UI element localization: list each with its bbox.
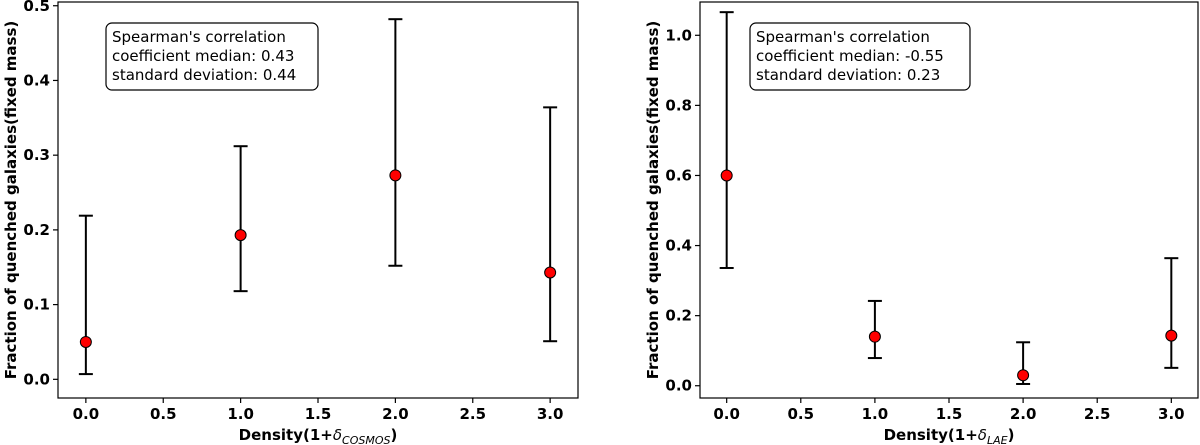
y-tick-label: 0.5 bbox=[23, 0, 50, 15]
y-tick-label: 0.6 bbox=[665, 166, 692, 184]
x-tick-label: 2.0 bbox=[1010, 405, 1037, 423]
error-bar bbox=[719, 11, 734, 269]
x-axis-label-suffix: ) bbox=[1008, 426, 1015, 444]
data-point bbox=[720, 169, 733, 182]
data-point bbox=[79, 335, 92, 348]
error-bar bbox=[543, 106, 558, 343]
x-axis-label-suffix: ) bbox=[390, 426, 397, 444]
data-point bbox=[389, 169, 402, 182]
data-point bbox=[234, 229, 247, 242]
error-bar bbox=[1164, 257, 1179, 369]
x-axis-label: Density(1+δLAE) bbox=[884, 426, 1015, 445]
y-tick-label: 1.0 bbox=[665, 26, 692, 44]
x-tick-label: 2.5 bbox=[1084, 405, 1111, 423]
chart-panel-cosmos: 0.0 0.5 1.0 1.5 2.0 2.5 3.0 0.0 0.1 0.2 0.3 0.4 0.5 D… bbox=[2, 0, 579, 445]
x-axis-label-delta: δ bbox=[333, 426, 342, 444]
x-tick-label: 0.0 bbox=[713, 405, 740, 423]
x-tick-label: 3.0 bbox=[537, 405, 564, 423]
x-axis-label-prefix: Density(1+ bbox=[884, 426, 978, 444]
x-tick-label: 1.0 bbox=[227, 405, 254, 423]
x-axis-label-subscript: COSMOS bbox=[342, 434, 390, 445]
data-point bbox=[1017, 369, 1030, 382]
y-tick-label: 0.0 bbox=[23, 370, 50, 388]
error-bar bbox=[867, 299, 882, 360]
error-bar bbox=[78, 214, 93, 376]
y-tick-label: 0.1 bbox=[23, 296, 50, 314]
y-tick-label: 0.4 bbox=[665, 237, 692, 255]
x-tick-label: 2.0 bbox=[382, 405, 409, 423]
x-tick-label: 1.5 bbox=[936, 405, 963, 423]
annotation-line: standard deviation: 0.44 bbox=[112, 66, 296, 84]
y-tick-label: 0.0 bbox=[665, 377, 692, 395]
x-tick-label: 0.0 bbox=[73, 405, 100, 423]
x-axis-label-delta: δ bbox=[978, 426, 987, 444]
error-bar bbox=[388, 18, 403, 267]
annotation-line: Spearman's correlation bbox=[756, 28, 930, 46]
data-point bbox=[544, 266, 557, 279]
x-axis-label-prefix: Density(1+ bbox=[239, 426, 333, 444]
y-tick-label: 0.2 bbox=[23, 221, 50, 239]
x-tick-label: 2.5 bbox=[459, 405, 486, 423]
data-point bbox=[1165, 329, 1178, 342]
annotation-box bbox=[105, 22, 319, 91]
annotation-line: Spearman's correlation bbox=[112, 28, 286, 46]
chart-panel-lae: 0.0 0.5 1.0 1.5 2.0 2.5 3.0 0.0 0.2 0.4 0.6 0.8 1.0 D… bbox=[644, 1, 1199, 445]
y-tick-label: 0.2 bbox=[665, 307, 692, 325]
x-axis-label-subscript: LAE bbox=[987, 434, 1008, 445]
x-tick-label: 0.5 bbox=[787, 405, 814, 423]
y-tick-label: 0.3 bbox=[23, 146, 50, 164]
annotation-line: standard deviation: 0.23 bbox=[756, 66, 940, 84]
y-axis-label: Fraction of quenched galaxies(fixed mass… bbox=[2, 21, 20, 380]
y-tick-label: 0.4 bbox=[23, 71, 50, 89]
x-tick-label: 0.5 bbox=[150, 405, 177, 423]
x-axis-label: Density(1+δCOSMOS) bbox=[239, 426, 398, 445]
x-tick-label: 1.5 bbox=[305, 405, 332, 423]
annotation-line: coefficient median: 0.43 bbox=[112, 47, 294, 65]
error-bar bbox=[233, 145, 248, 293]
y-axis-label: Fraction of quenched galaxies(fixed mass… bbox=[644, 21, 662, 380]
data-point bbox=[868, 330, 881, 343]
annotation-line: coefficient median: -0.55 bbox=[756, 47, 944, 65]
y-tick-label: 0.8 bbox=[665, 96, 692, 114]
x-tick-label: 3.0 bbox=[1158, 405, 1185, 423]
x-tick-label: 1.0 bbox=[862, 405, 889, 423]
annotation-box bbox=[749, 22, 971, 91]
